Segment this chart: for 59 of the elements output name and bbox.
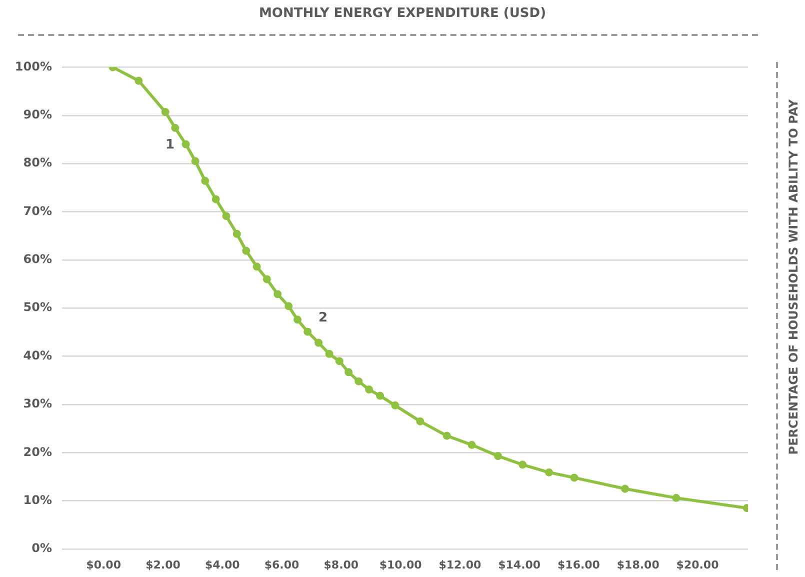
point bbox=[161, 108, 170, 116]
y-tick-label: 100% bbox=[14, 59, 52, 74]
point bbox=[376, 392, 384, 400]
point bbox=[365, 386, 374, 394]
y-tick-label: 90% bbox=[23, 108, 52, 122]
point bbox=[494, 452, 502, 460]
x-tick-label: $4.00 bbox=[204, 558, 240, 572]
point bbox=[672, 494, 680, 502]
y-tick-label: 20% bbox=[23, 444, 52, 459]
x-tick-label: $14.00 bbox=[498, 558, 541, 572]
point bbox=[354, 377, 363, 386]
x-tick-label: $20.00 bbox=[676, 558, 720, 572]
point bbox=[335, 357, 344, 366]
x-tick-label: $6.00 bbox=[264, 558, 300, 572]
y-tick-label: 10% bbox=[23, 492, 52, 507]
y-tick-label: 40% bbox=[23, 348, 52, 362]
point bbox=[171, 124, 180, 132]
point bbox=[274, 290, 282, 298]
x-tick-label: $12.00 bbox=[438, 558, 482, 572]
point bbox=[134, 76, 143, 85]
point bbox=[293, 316, 302, 324]
point bbox=[252, 262, 261, 271]
point bbox=[242, 246, 250, 255]
x-tick-label: $0.00 bbox=[86, 558, 122, 572]
point bbox=[232, 230, 241, 238]
point bbox=[518, 460, 527, 469]
point bbox=[545, 468, 554, 476]
y-tick-label: 50% bbox=[23, 300, 52, 314]
point bbox=[212, 195, 220, 204]
x-tick-label: $2.00 bbox=[146, 558, 181, 572]
y-tick-label: 80% bbox=[23, 156, 52, 170]
point bbox=[191, 157, 200, 166]
chart-title: MONTHLY ENERGY EXPENDITURE (USD) bbox=[258, 6, 548, 21]
x-tick-label: $10.00 bbox=[379, 558, 422, 572]
annotation: 1 bbox=[165, 137, 175, 152]
point bbox=[570, 474, 578, 482]
y-tick-label: 60% bbox=[23, 252, 52, 266]
point bbox=[468, 440, 476, 449]
x-tick-label: $18.00 bbox=[616, 558, 660, 572]
y-tick-label: 0% bbox=[32, 541, 52, 556]
point bbox=[325, 350, 334, 358]
point bbox=[314, 338, 323, 347]
point bbox=[284, 302, 293, 310]
point bbox=[621, 484, 630, 493]
point bbox=[416, 417, 424, 426]
point bbox=[201, 176, 210, 185]
y-tick-label: 30% bbox=[23, 396, 52, 411]
point bbox=[304, 328, 312, 336]
y-tick-label: 70% bbox=[23, 204, 52, 218]
point bbox=[391, 401, 400, 410]
point bbox=[182, 140, 190, 148]
point bbox=[222, 212, 230, 220]
point bbox=[442, 432, 451, 440]
x-tick-label: $16.00 bbox=[558, 558, 600, 572]
x-tick-label: $8.00 bbox=[324, 558, 359, 572]
y-axis-title: PERCENTAGE OF HOUSEHOLDS WITH ABILITY TO PAY bbox=[787, 99, 802, 455]
point bbox=[262, 275, 271, 284]
annotation: 2 bbox=[318, 310, 328, 326]
point bbox=[344, 368, 353, 376]
